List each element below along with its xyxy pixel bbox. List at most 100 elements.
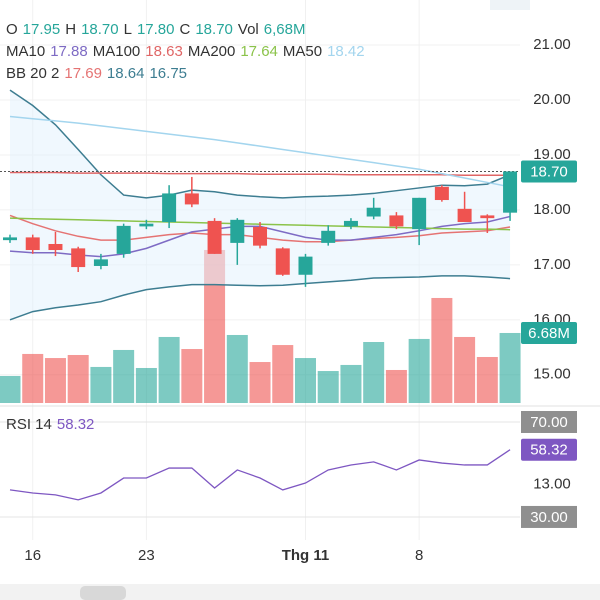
legend-item: 17.88 <box>50 43 88 60</box>
candle-body <box>253 226 268 246</box>
ma-line <box>10 171 511 177</box>
legend-item: 18.63 <box>145 43 183 60</box>
bollinger-fill <box>10 90 511 320</box>
volume-bar <box>67 354 89 403</box>
legend-item: Vol <box>238 21 259 38</box>
x-tick-label: 8 <box>415 547 423 564</box>
volume-bar <box>204 249 226 403</box>
volume-bar <box>476 356 498 403</box>
legend-row: O 17.95 H 18.70 L 17.80 C 18.70 Vol 6,68M <box>6 21 305 38</box>
volume-bar <box>317 371 339 403</box>
candle-body <box>162 193 177 223</box>
legend-item: 16.75 <box>149 65 187 82</box>
candle-body <box>412 197 427 230</box>
candle-body <box>366 207 381 217</box>
candle-body <box>298 256 313 275</box>
rsi-layer <box>0 410 577 528</box>
candle-body <box>321 230 336 243</box>
volume-bar <box>363 341 385 403</box>
rsi-level-box <box>521 505 577 528</box>
candle-body <box>71 248 86 268</box>
volume-bar <box>0 375 21 403</box>
legend-row: RSI 14 58.32 <box>6 416 94 433</box>
volume-layer <box>0 249 521 403</box>
volume-bar <box>44 358 66 403</box>
legend-item: 18.70 <box>81 21 119 38</box>
rsi-line <box>9 449 511 501</box>
candle-body <box>480 215 495 219</box>
legend-item: 18.42 <box>327 43 365 60</box>
volume-bar <box>408 338 430 403</box>
legend-item: MA10 <box>6 43 45 60</box>
x-tick-label: 23 <box>138 547 155 564</box>
volume-bar <box>499 332 521 403</box>
candles-layer <box>3 171 518 287</box>
corner-tab <box>490 0 530 10</box>
volume-label: 6.68M <box>528 325 570 342</box>
legend-item: 6,68M <box>264 21 306 38</box>
x-tick-label: Thg 11 <box>282 547 330 564</box>
volume-bar <box>90 366 112 403</box>
y-tick-label: 17.00 <box>533 256 571 273</box>
bollinger-lower <box>9 275 511 321</box>
y-tick-label: 18.00 <box>533 201 571 218</box>
rsi-tick-label: 70.00 <box>530 414 568 431</box>
legend-item: L <box>124 21 132 38</box>
legend-item: 18.70 <box>195 21 233 38</box>
candle-body <box>343 220 358 227</box>
labels-layer: 21.0020.0019.0018.0017.0016.0015.0013.00… <box>6 21 577 564</box>
candle-body <box>116 225 131 254</box>
volume-bar <box>113 349 135 403</box>
candle-body <box>275 248 290 275</box>
legend-item: RSI 14 <box>6 416 52 433</box>
volume-bar <box>135 367 157 403</box>
rsi-value-label-box <box>521 438 577 461</box>
bollinger-layer <box>9 89 511 321</box>
volume-bar <box>181 349 203 403</box>
legend-item: MA200 <box>188 43 236 60</box>
legend-item: BB 20 2 <box>6 65 59 82</box>
legend-item: 58.32 <box>57 416 95 433</box>
scrollbar-track[interactable] <box>0 584 600 600</box>
bollinger-upper <box>9 89 511 199</box>
last-price-label-box <box>521 160 577 183</box>
rsi-tick-label: 30.00 <box>530 509 568 526</box>
legend-row: MA10 17.88 MA100 18.63 MA200 17.64 MA50 18.42 <box>6 43 365 60</box>
candle-body <box>93 259 108 266</box>
volume-bar <box>158 336 180 403</box>
legend-row: BB 20 2 17.69 18.64 16.75 <box>6 65 187 82</box>
legend-item: 17.80 <box>137 21 175 38</box>
volume-bar <box>294 358 316 403</box>
volume-bar <box>454 336 476 403</box>
ma-line <box>9 115 511 188</box>
legend-item: 17.69 <box>64 65 102 82</box>
y-tick-label: 21.00 <box>533 36 571 53</box>
candle-body <box>230 219 245 243</box>
legend-item: C <box>180 21 191 38</box>
candle-body <box>139 223 154 227</box>
candle-body <box>184 193 199 205</box>
volume-bar <box>249 362 271 403</box>
volume-label-box <box>521 321 577 344</box>
volume-bar <box>431 297 453 403</box>
candle-body <box>207 220 222 254</box>
candle-body <box>3 237 17 241</box>
y-tick-label: 15.00 <box>533 366 571 383</box>
volume-bar <box>226 334 248 403</box>
legend-item: 17.95 <box>23 21 61 38</box>
candle-body <box>457 208 472 223</box>
legend-item: H <box>65 21 76 38</box>
rsi-level-box <box>521 410 577 433</box>
legend-item: MA100 <box>93 43 141 60</box>
volume-bar <box>385 369 407 403</box>
candle-body <box>434 186 449 201</box>
candle-body <box>25 237 40 251</box>
candle-body <box>389 215 404 227</box>
y-tick-label: 20.00 <box>533 91 571 108</box>
legend-item: O <box>6 21 18 38</box>
rsi-value-label: 58.32 <box>530 442 568 459</box>
scrollbar-thumb[interactable] <box>80 586 126 600</box>
volume-bar <box>340 364 362 403</box>
y-tick-label: 13.00 <box>533 476 571 493</box>
